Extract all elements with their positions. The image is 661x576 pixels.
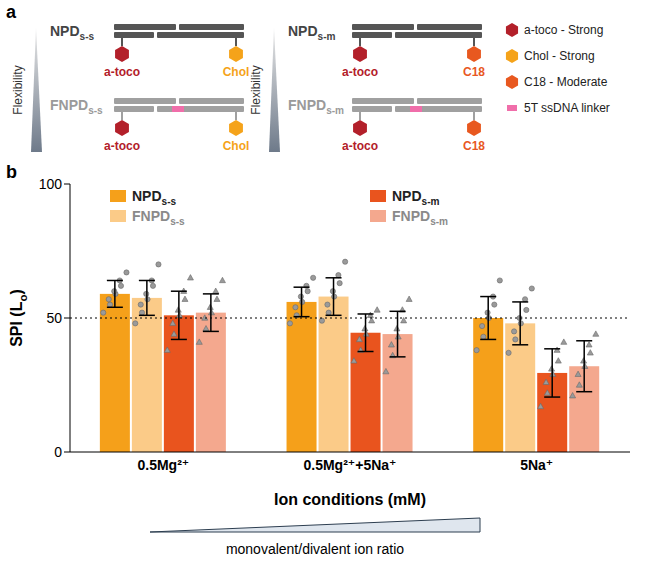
svg-text:Ion conditions (mM): Ion conditions (mM) (274, 491, 426, 508)
svg-text:FNPDs-m​: FNPDs-m​ (392, 208, 448, 227)
svg-text:NPDs-s​: NPDs-s​ (50, 23, 95, 42)
svg-text:b: b (6, 162, 17, 182)
svg-text:a-toco: a-toco (342, 65, 378, 79)
svg-text:FNPDs-s​: FNPDs-s​ (132, 208, 185, 227)
svg-text:Flexibility: Flexibility (11, 65, 25, 114)
svg-text:a: a (6, 2, 17, 22)
svg-text:0.5Mg²⁺+5Na⁺: 0.5Mg²⁺+5Na⁺ (304, 457, 397, 473)
svg-text:NPDs-m​: NPDs-m​ (288, 23, 336, 42)
svg-text:NPDs-m​: NPDs-m​ (392, 188, 440, 207)
svg-text:0: 0 (54, 444, 62, 460)
svg-text:a-toco - Strong: a-toco - Strong (524, 23, 603, 37)
svg-text:5Na⁺: 5Na⁺ (520, 457, 553, 473)
svg-text:FNPDs-s​: FNPDs-s​ (50, 97, 103, 116)
svg-text:a-toco: a-toco (104, 139, 140, 153)
svg-text:a-toco: a-toco (342, 139, 378, 153)
svg-text:Chol: Chol (223, 65, 250, 79)
svg-text:Flexibility: Flexibility (249, 65, 263, 114)
svg-text:Chol - Strong: Chol - Strong (524, 49, 595, 63)
svg-text:C18 - Moderate: C18 - Moderate (524, 75, 608, 89)
svg-text:NPDs-s​: NPDs-s​ (132, 188, 177, 207)
svg-text:C18: C18 (463, 65, 485, 79)
svg-text:Chol: Chol (223, 139, 250, 153)
svg-text:0.5Mg²⁺: 0.5Mg²⁺ (137, 457, 189, 473)
svg-text:FNPDs-m​: FNPDs-m​ (288, 97, 344, 116)
svg-text:SPI (Lo): SPI (Lo) (8, 289, 29, 347)
svg-text:a-toco: a-toco (104, 65, 140, 79)
svg-text:50: 50 (46, 310, 62, 326)
svg-text:C18: C18 (463, 139, 485, 153)
svg-text:monovalent/divalent ion ratio: monovalent/divalent ion ratio (226, 541, 404, 557)
svg-text:5T ssDNA linker: 5T ssDNA linker (524, 101, 610, 115)
svg-text:100: 100 (39, 176, 63, 192)
